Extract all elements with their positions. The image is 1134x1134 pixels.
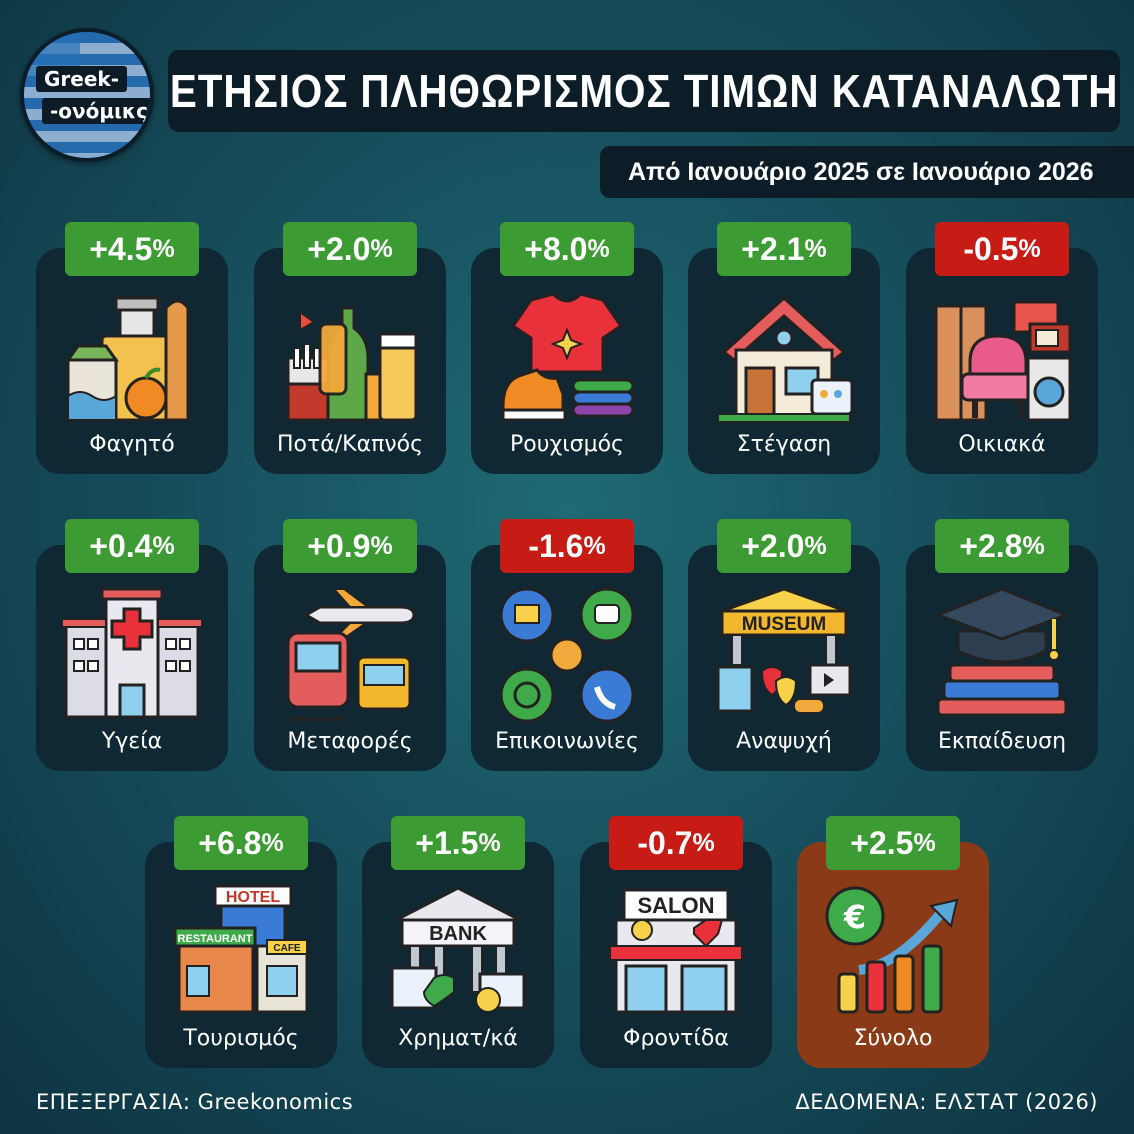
category-label: Αναψυχή <box>736 729 832 754</box>
education-icon <box>933 587 1071 717</box>
percent-unit: % <box>152 531 175 560</box>
inflation-badge: +2.8% <box>935 519 1069 573</box>
category-label: Μεταφορές <box>287 729 413 754</box>
category-label: Φαγητό <box>89 432 175 457</box>
inflation-value: +1.5 <box>415 824 479 861</box>
inflation-value: +2.5 <box>850 824 914 861</box>
svg-text:RESTAURANT: RESTAURANT <box>178 933 253 945</box>
category-label: Φροντίδα <box>623 1026 729 1051</box>
svg-text:BANK: BANK <box>429 923 487 945</box>
category-card: +8.0% Ρουχισμός <box>471 222 663 474</box>
category-card: -0.5% Οικιακά <box>906 222 1098 474</box>
footer-credit: ΕΠΕΞΕΡΓΑΣΙΑ: Greekonomics <box>36 1090 354 1114</box>
inflation-badge: +2.0% <box>283 222 417 276</box>
category-card: +1.5% BANK Χρηματ/κά <box>362 816 554 1068</box>
percent-unit: % <box>1022 531 1045 560</box>
percent-unit: % <box>1018 234 1041 263</box>
svg-text:€: € <box>843 898 866 936</box>
inflation-value: +2.8 <box>959 527 1023 564</box>
inflation-badge: +0.9% <box>283 519 417 573</box>
inflation-badge: +2.1% <box>717 222 851 276</box>
inflation-value: +8.0 <box>524 230 588 267</box>
logo-line2: -ονόμικς <box>42 98 150 124</box>
percent-unit: % <box>370 234 393 263</box>
inflation-value: +4.5 <box>89 230 153 267</box>
percent-unit: % <box>261 828 284 857</box>
category-label: Τουρισμός <box>183 1026 299 1051</box>
svg-text:SALON: SALON <box>638 893 715 918</box>
page-title: ΕΤΗΣΙΟΣ ΠΛΗΘΩΡΙΣΜΟΣ ΤΙΜΩΝ ΚΑΤΑΝΑΛΩΤΗ <box>168 50 1121 132</box>
category-label: Υγεία <box>101 729 163 754</box>
svg-text:HOTEL: HOTEL <box>226 889 280 906</box>
inflation-value: -0.7 <box>637 824 693 861</box>
house-icon <box>717 295 854 423</box>
inflation-value: -0.5 <box>963 230 1019 267</box>
category-card: +6.8% HOTEL RESTAURANT CAFE Τουρισμός <box>145 816 337 1068</box>
inflation-badge: +0.4% <box>65 519 199 573</box>
clothing-icon <box>501 292 635 422</box>
category-label: Εκπαίδευση <box>937 729 1067 754</box>
percent-unit: % <box>804 531 827 560</box>
inflation-value: -1.6 <box>528 527 584 564</box>
category-card: +4.5% Φαγητό <box>36 222 228 474</box>
transport-icon <box>286 588 416 721</box>
inflation-badge: +8.0% <box>500 222 634 276</box>
category-label: Ποτά/Καπνός <box>277 432 423 457</box>
percent-unit: % <box>692 828 715 857</box>
category-label: Ρουχισμός <box>510 432 624 457</box>
percent-unit: % <box>583 531 606 560</box>
category-card: -1.6% Επικοινωνίες <box>471 519 663 771</box>
category-label: Σύνολο <box>853 1026 933 1051</box>
inflation-badge: -0.7% <box>609 816 743 870</box>
hotel-icon: HOTEL RESTAURANT CAFE <box>173 884 309 1014</box>
euro-growth-icon: € <box>825 886 959 1014</box>
bank-icon: BANK <box>390 886 526 1013</box>
category-card: +2.1% Στέγαση <box>688 222 880 474</box>
category-card: +2.0% MUSEUM Αναψυχή <box>688 519 880 771</box>
inflation-value: +6.8 <box>198 824 262 861</box>
percent-unit: % <box>913 828 936 857</box>
inflation-badge: -1.6% <box>500 519 634 573</box>
percent-unit: % <box>587 234 610 263</box>
category-label: Οικιακά <box>958 432 1046 457</box>
category-card: +2.0% Ποτά/Καπνός <box>254 222 446 474</box>
category-card: +0.4% Υγεία <box>36 519 228 771</box>
inflation-value: +2.1 <box>741 230 805 267</box>
inflation-badge: +4.5% <box>65 222 199 276</box>
drinks-tobacco-icon <box>286 306 418 422</box>
logo-line1: Greek- <box>36 66 128 92</box>
category-card: +2.8% Εκπαίδευση <box>906 519 1098 771</box>
museum-icon: MUSEUM <box>716 587 852 714</box>
household-icon <box>934 300 1072 422</box>
inflation-badge: +2.0% <box>717 519 851 573</box>
percent-unit: % <box>370 531 393 560</box>
inflation-value: +2.0 <box>307 230 371 267</box>
category-card: +0.9% Μεταφορές <box>254 519 446 771</box>
inflation-badge: +6.8% <box>174 816 308 870</box>
page-subtitle: Από Ιανουάριο 2025 σε Ιανουάριο 2026 <box>600 146 1134 198</box>
hospital-icon <box>62 587 202 719</box>
category-label: Στέγαση <box>736 432 832 457</box>
inflation-badge: +1.5% <box>391 816 525 870</box>
category-label: Επικοινωνίες <box>495 729 639 754</box>
inflation-value: +0.4 <box>89 527 153 564</box>
category-card: +2.5% € Σύνολο <box>797 816 989 1068</box>
inflation-value: +2.0 <box>741 527 805 564</box>
inflation-value: +0.9 <box>307 527 371 564</box>
greekonomics-logo: Greek- -ονόμικς <box>20 28 154 162</box>
category-card: -0.7% SALON Φροντίδα <box>580 816 772 1068</box>
communications-icon <box>499 587 635 723</box>
groceries-icon <box>65 296 190 422</box>
svg-text:MUSEUM: MUSEUM <box>742 614 826 635</box>
inflation-badge: -0.5% <box>935 222 1069 276</box>
salon-icon: SALON <box>609 888 743 1014</box>
percent-unit: % <box>478 828 501 857</box>
svg-text:CAFE: CAFE <box>273 943 301 954</box>
percent-unit: % <box>152 234 175 263</box>
category-label: Χρηματ/κά <box>398 1026 518 1051</box>
percent-unit: % <box>804 234 827 263</box>
footer-source: ΔΕΔΟΜΕΝΑ: ΕΛΣΤΑΤ (2026) <box>795 1090 1098 1114</box>
inflation-badge: +2.5% <box>826 816 960 870</box>
